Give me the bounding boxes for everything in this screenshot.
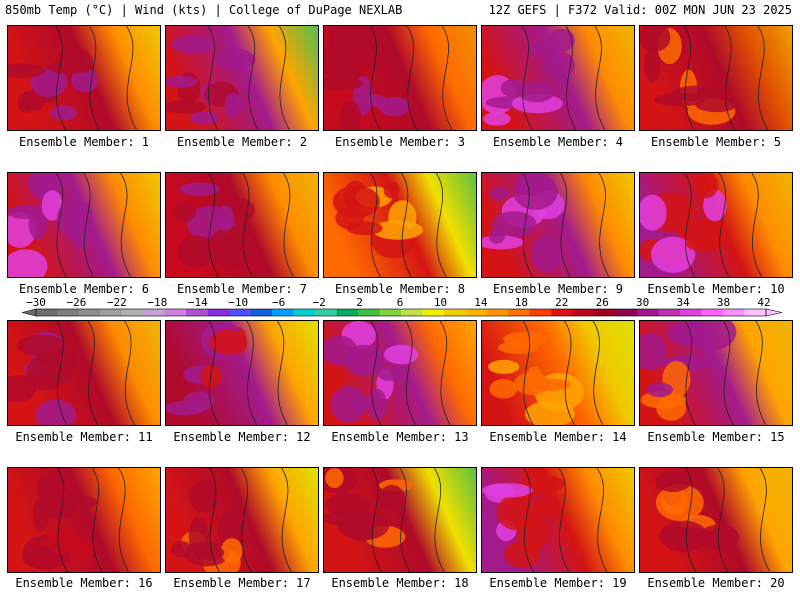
colorbar-tick-label: 22	[555, 297, 568, 309]
colorbar-segment	[443, 309, 466, 316]
colorbar-tick-label: 42	[757, 297, 770, 309]
colorbar-tick-label: −30	[26, 297, 46, 309]
colorbar-segment	[57, 309, 80, 316]
ensemble-member-label: Ensemble Member: 14	[489, 430, 627, 444]
ensemble-member-label: Ensemble Member: 10	[647, 282, 785, 296]
colorbar-tick-label: 14	[474, 297, 488, 309]
ensemble-member-map	[165, 320, 319, 426]
colorbar-tick-label: 34	[676, 297, 690, 309]
colorbar-tick-label: −22	[107, 297, 127, 309]
colorbar-segment	[422, 309, 445, 316]
colorbar-tick-label: 38	[717, 297, 730, 309]
colorbar-segment	[508, 309, 531, 316]
colorbar-segment	[186, 309, 209, 316]
ensemble-member-label: Ensemble Member: 2	[176, 135, 308, 149]
ensemble-member-map	[639, 25, 793, 131]
ensemble-member-map	[165, 25, 319, 131]
ensemble-member-map	[165, 172, 319, 278]
colorbar-segment	[336, 309, 359, 316]
ensemble-member-label: Ensemble Member: 11	[15, 430, 153, 444]
colorbar-segment	[78, 309, 101, 316]
colorbar-tick-label: 30	[636, 297, 649, 309]
ensemble-member-map	[639, 320, 793, 426]
colorbar-segment	[315, 309, 337, 316]
colorbar-segment	[701, 309, 724, 316]
colorbar-segment	[358, 309, 380, 316]
colorbar-tick-label: 10	[434, 297, 447, 309]
colorbar-tick-label: −14	[188, 297, 208, 309]
colorbar-tick-label: 18	[515, 297, 528, 309]
ensemble-member-map	[639, 172, 793, 278]
ensemble-member-label: Ensemble Member: 4	[492, 135, 624, 149]
colorbar-tick-label: 6	[397, 297, 404, 309]
ensemble-member-label: Ensemble Member: 17	[173, 576, 311, 590]
colorbar-segment	[572, 309, 595, 316]
colorbar-segment	[229, 309, 252, 316]
ensemble-member-label: Ensemble Member: 12	[173, 430, 311, 444]
colorbar-segment	[744, 309, 767, 316]
chart-title: 850mb Temp (°C) | Wind (kts) | College o…	[5, 3, 403, 17]
colorbar-segment	[465, 309, 488, 316]
colorbar-left-arrow	[21, 308, 37, 317]
colorbar-segment	[293, 309, 316, 316]
colorbar-segment	[486, 309, 509, 316]
colorbar-segment	[207, 309, 230, 316]
ensemble-member-label: Ensemble Member: 1	[18, 135, 150, 149]
ensemble-member-label: Ensemble Member: 20	[647, 576, 785, 590]
colorbar-segment	[143, 309, 166, 316]
colorbar-tick-label: −26	[67, 297, 87, 309]
ensemble-member-map	[323, 25, 477, 131]
ensemble-member-map	[7, 25, 161, 131]
ensemble-member-label: Ensemble Member: 18	[331, 576, 469, 590]
ensemble-member-map	[481, 172, 635, 278]
ensemble-member-label: Ensemble Member: 8	[334, 282, 466, 296]
ensemble-member-map	[323, 320, 477, 426]
ensemble-member-label: Ensemble Member: 6	[18, 282, 150, 296]
colorbar-segment	[401, 309, 423, 316]
colorbar-segment	[100, 309, 123, 316]
ensemble-member-map	[7, 320, 161, 426]
colorbar-segment	[615, 309, 638, 316]
colorbar-segment	[379, 309, 402, 316]
ensemble-member-label: Ensemble Member: 3	[334, 135, 466, 149]
ensemble-member-label: Ensemble Member: 7	[176, 282, 308, 296]
ensemble-member-label: Ensemble Member: 15	[647, 430, 785, 444]
colorbar-tick-label: 26	[596, 297, 609, 309]
colorbar-segment	[272, 309, 294, 316]
temperature-colorbar: −30 −26 −22 −18 −14 −10 −6 −2 2 6 10 14 18 22 26 30 34 38…	[21, 297, 783, 317]
ensemble-member-map	[481, 467, 635, 573]
colorbar-segment	[680, 309, 702, 316]
colorbar-tick-label: −10	[228, 297, 248, 309]
colorbar-segment	[529, 309, 552, 316]
ensemble-member-label: Ensemble Member: 13	[331, 430, 469, 444]
ensemble-member-map	[323, 467, 477, 573]
colorbar-tick-label: 2	[356, 297, 363, 309]
colorbar-segment	[36, 309, 58, 316]
colorbar-segment	[121, 309, 144, 316]
model-run-info: 12Z GEFS | F372 Valid: 00Z MON JUN 23 20…	[488, 3, 792, 17]
ensemble-member-map	[639, 467, 793, 573]
colorbar-segment	[594, 309, 617, 316]
colorbar-tick-label: −2	[312, 297, 325, 309]
colorbar-segment	[723, 309, 745, 316]
ensemble-member-map	[481, 25, 635, 131]
colorbar-tick-label: −6	[272, 297, 285, 309]
colorbar-right-arrow	[765, 308, 783, 317]
colorbar-tick-label: −18	[147, 297, 167, 309]
colorbar-segment	[551, 309, 574, 316]
ensemble-member-label: Ensemble Member: 5	[650, 135, 782, 149]
ensemble-member-label: Ensemble Member: 19	[489, 576, 627, 590]
ensemble-member-map	[481, 320, 635, 426]
ensemble-member-label: Ensemble Member: 9	[492, 282, 624, 296]
colorbar-segment	[637, 309, 659, 316]
ensemble-member-map	[165, 467, 319, 573]
ensemble-member-label: Ensemble Member: 16	[15, 576, 153, 590]
colorbar-segment	[250, 309, 273, 316]
ensemble-member-map	[323, 172, 477, 278]
ensemble-member-map	[7, 467, 161, 573]
ensemble-member-map	[7, 172, 161, 278]
colorbar-segment	[658, 309, 681, 316]
colorbar-segment	[164, 309, 187, 316]
